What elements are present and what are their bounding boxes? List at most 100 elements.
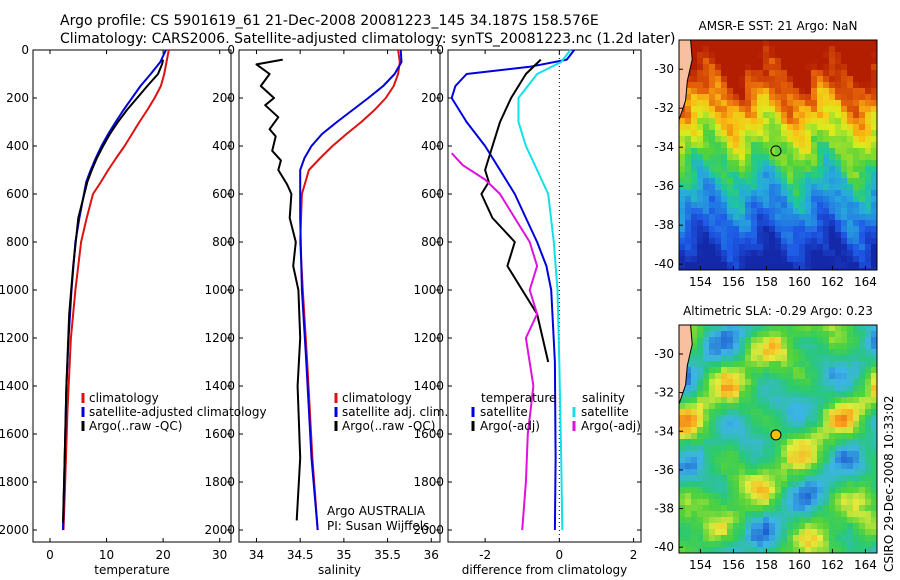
- map-cell: [835, 331, 842, 338]
- map-cell: [787, 196, 794, 203]
- map-cell: [853, 58, 860, 65]
- legend-title: salinity: [582, 391, 625, 405]
- map-cell: [805, 64, 812, 71]
- map-cell: [715, 343, 722, 350]
- map-cell: [757, 256, 764, 263]
- map-cell: [727, 52, 734, 59]
- map-cell: [829, 511, 836, 518]
- map-cell: [733, 541, 740, 548]
- map-cell: [805, 238, 812, 245]
- map-cell: [709, 226, 716, 233]
- map-cell: [703, 391, 710, 398]
- map-cell: [811, 379, 818, 386]
- map-cell: [829, 142, 836, 149]
- map-cell: [715, 379, 722, 386]
- map-cell: [721, 178, 728, 185]
- map-cell: [751, 373, 758, 380]
- map-cell: [751, 232, 758, 239]
- y-tick-label: 200: [212, 91, 235, 105]
- map-cell: [775, 421, 782, 428]
- map-cell: [745, 337, 752, 344]
- map-cell: [859, 493, 866, 500]
- map-cell: [709, 439, 716, 446]
- map-cell: [775, 337, 782, 344]
- map-cell: [733, 409, 740, 416]
- x-tick-label: 36: [424, 548, 439, 562]
- map-cell: [817, 349, 824, 356]
- map-cell: [781, 337, 788, 344]
- map-cell: [787, 166, 794, 173]
- map-cell: [721, 112, 728, 119]
- map-cell: [817, 166, 824, 173]
- map-cell: [691, 469, 698, 476]
- map-cell: [817, 535, 824, 542]
- map-cell: [829, 421, 836, 428]
- map-cell: [703, 421, 710, 428]
- map-cell: [853, 343, 860, 350]
- map-cell: [745, 493, 752, 500]
- map-cell: [703, 172, 710, 179]
- map-cell: [781, 82, 788, 89]
- map-cell: [745, 481, 752, 488]
- map-cell: [865, 529, 872, 536]
- map-cell: [787, 184, 794, 191]
- map-cell: [805, 148, 812, 155]
- map-cell: [835, 367, 842, 374]
- map-cell: [835, 493, 842, 500]
- map-cell: [793, 46, 800, 53]
- map-cell: [841, 493, 848, 500]
- map-cell: [757, 202, 764, 209]
- legend-label: satellite-adjusted climatology: [89, 405, 267, 419]
- map-cell: [781, 52, 788, 59]
- map-cell: [799, 391, 806, 398]
- map-cell: [787, 343, 794, 350]
- map-cell: [871, 493, 878, 500]
- map-cell: [799, 457, 806, 464]
- map-cell: [685, 493, 692, 500]
- map-cell: [727, 493, 734, 500]
- map-cell: [745, 124, 752, 131]
- map-cell: [763, 178, 770, 185]
- map-cell: [781, 232, 788, 239]
- map-cell: [793, 343, 800, 350]
- map-cell: [763, 202, 770, 209]
- map-cell: [781, 439, 788, 446]
- map-cell: [871, 487, 878, 494]
- map-cell: [799, 475, 806, 482]
- map-cell: [751, 76, 758, 83]
- map-cell: [847, 238, 854, 245]
- map-cell: [739, 148, 746, 155]
- map-cell: [805, 94, 812, 101]
- map-cell: [805, 184, 812, 191]
- map-cell: [805, 46, 812, 53]
- map-cell: [835, 439, 842, 446]
- map-cell: [841, 541, 848, 548]
- map-cell: [691, 397, 698, 404]
- map-cell: [799, 355, 806, 362]
- map-cell: [793, 112, 800, 119]
- map-x-tick-label: 162: [821, 558, 844, 572]
- map-cell: [853, 202, 860, 209]
- map-cell: [769, 325, 776, 332]
- map-cell: [823, 100, 830, 107]
- map-cell: [811, 439, 818, 446]
- map-cell: [871, 82, 878, 89]
- map-cell: [769, 148, 776, 155]
- map-cell: [769, 88, 776, 95]
- map-cell: [829, 415, 836, 422]
- map-cell: [871, 220, 878, 227]
- map-cell: [859, 124, 866, 131]
- map-cell: [745, 88, 752, 95]
- map-cell: [769, 178, 776, 185]
- map-cell: [733, 337, 740, 344]
- map-cell: [739, 475, 746, 482]
- map-cell: [745, 130, 752, 137]
- map-cell: [859, 421, 866, 428]
- map-cell: [715, 391, 722, 398]
- map-cell: [739, 397, 746, 404]
- map-cell: [793, 82, 800, 89]
- map-cell: [817, 250, 824, 257]
- map-cell: [709, 232, 716, 239]
- map-cell: [763, 379, 770, 386]
- map-cell: [685, 373, 692, 380]
